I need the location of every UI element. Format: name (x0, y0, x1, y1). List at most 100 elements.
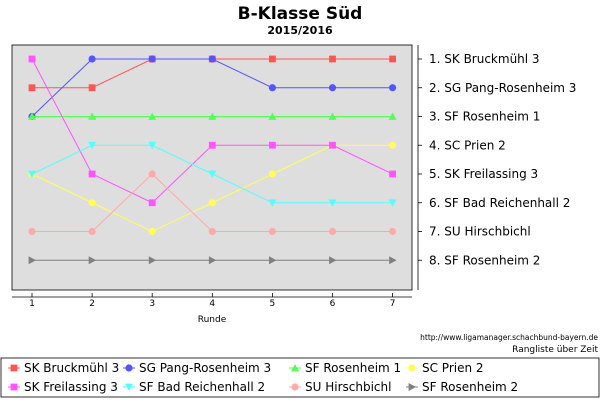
x-tick-label: 7 (390, 299, 396, 309)
data-point (148, 170, 156, 178)
data-point (268, 84, 276, 92)
data-point (208, 55, 216, 63)
data-point (88, 112, 97, 120)
legend-box (0, 357, 600, 398)
legend-item: SU Hirschbichl (289, 380, 391, 394)
data-point (268, 199, 277, 207)
chart-subtitle: 2015/2016 (267, 24, 333, 37)
legend-label: SU Hirschbichl (305, 380, 391, 394)
x-tick-label: 3 (149, 299, 155, 309)
data-point (388, 112, 397, 120)
legend-item: SF Bad Reichenhall 2 (123, 380, 265, 394)
legend-item: SG Pang-Rosenheim 3 (123, 361, 271, 375)
series-layer (28, 55, 397, 265)
legend-item: SF Rosenheim 1 (289, 361, 401, 375)
legend-item: SC Prien 2 (406, 361, 484, 375)
legend-marker (10, 383, 18, 391)
data-point (389, 256, 397, 265)
chart-title: B-Klasse Süd (238, 4, 363, 24)
data-point (88, 141, 97, 150)
source-url: http://www.ligamanager.schachbund-bayern… (420, 333, 598, 342)
legend-marker (291, 383, 299, 391)
data-point (208, 170, 217, 178)
rank-label: 5. SK Freilassing 3 (429, 167, 538, 181)
legend-label: SF Bad Reichenhall 2 (139, 380, 265, 394)
data-point (328, 199, 337, 207)
data-point (208, 227, 216, 236)
x-tick-label: 4 (209, 299, 215, 309)
data-point (208, 199, 216, 207)
data-point (269, 141, 276, 149)
data-point (329, 141, 336, 149)
x-tick-label: 6 (330, 299, 336, 309)
data-point (28, 112, 36, 120)
legend: SK Bruckmühl 3 SG Pang-Rosenheim 3 SF Rose… (8, 361, 518, 394)
data-point (389, 170, 396, 178)
data-point (269, 55, 276, 63)
legend-label: SG Pang-Rosenheim 3 (139, 361, 271, 375)
series-group (28, 55, 396, 207)
legend-marker (408, 383, 416, 391)
rank-label: 4. SC Prien 2 (429, 138, 506, 152)
data-point (148, 55, 156, 63)
rank-label: 2. SG Pang-Rosenheim 3 (429, 81, 576, 95)
legend-label: SC Prien 2 (422, 361, 484, 375)
legend-marker (10, 364, 18, 372)
legend-item: SK Bruckmühl 3 (8, 361, 119, 375)
series-group (28, 112, 397, 120)
data-point (28, 55, 36, 63)
data-point (148, 199, 156, 207)
series-group (28, 141, 397, 207)
x-axis-label: Runde (198, 315, 227, 325)
rank-labels: 1. SK Bruckmühl 3 2. SG Pang-Rosenheim 3 3… (418, 52, 576, 267)
legend-label: SK Bruckmühl 3 (24, 361, 119, 375)
data-point (28, 227, 36, 236)
data-point (389, 141, 397, 149)
data-point (148, 256, 157, 265)
data-point (88, 170, 96, 178)
x-tick-label: 5 (270, 299, 276, 309)
data-point (88, 84, 96, 92)
legend-marker (125, 383, 133, 391)
data-point (88, 227, 96, 236)
legend-item: SK Freilassing 3 (8, 380, 118, 394)
rank-label: 1. SK Bruckmühl 3 (429, 52, 540, 66)
data-point (269, 256, 277, 265)
plot-area (11, 44, 413, 291)
data-point (268, 170, 276, 178)
x-tick-label: 1 (29, 299, 35, 309)
data-point (328, 112, 337, 120)
data-point (28, 84, 36, 92)
data-point (388, 199, 397, 207)
data-point (88, 199, 96, 207)
data-point (148, 112, 157, 120)
rank-label: 8. SF Rosenheim 2 (429, 253, 540, 267)
data-point (88, 55, 96, 63)
data-point (329, 55, 336, 63)
legend-item: SF Rosenheim 2 (406, 380, 518, 394)
data-point (389, 55, 396, 63)
data-point (208, 141, 216, 149)
legend-marker (125, 364, 133, 372)
data-point (268, 227, 276, 236)
x-axis: 1 2 3 4 5 6 7 (12, 293, 412, 309)
data-point (28, 256, 36, 265)
data-point (148, 227, 156, 236)
rank-label: 6. SF Bad Reichenhall 2 (429, 196, 570, 210)
data-point (329, 256, 337, 265)
data-point (328, 227, 337, 236)
data-point (268, 112, 277, 120)
data-point (208, 256, 217, 265)
legend-marker (291, 364, 299, 372)
data-point (328, 84, 337, 92)
rank-label: 3. SF Rosenheim 1 (429, 110, 540, 124)
data-point (389, 84, 397, 92)
legend-label: SF Rosenheim 1 (305, 361, 401, 375)
legend-label: SF Rosenheim 2 (422, 380, 518, 394)
legend-marker (408, 364, 416, 372)
rank-label: 7. SU Hirschbichl (429, 225, 531, 239)
data-point (389, 227, 397, 236)
data-point (28, 170, 36, 178)
